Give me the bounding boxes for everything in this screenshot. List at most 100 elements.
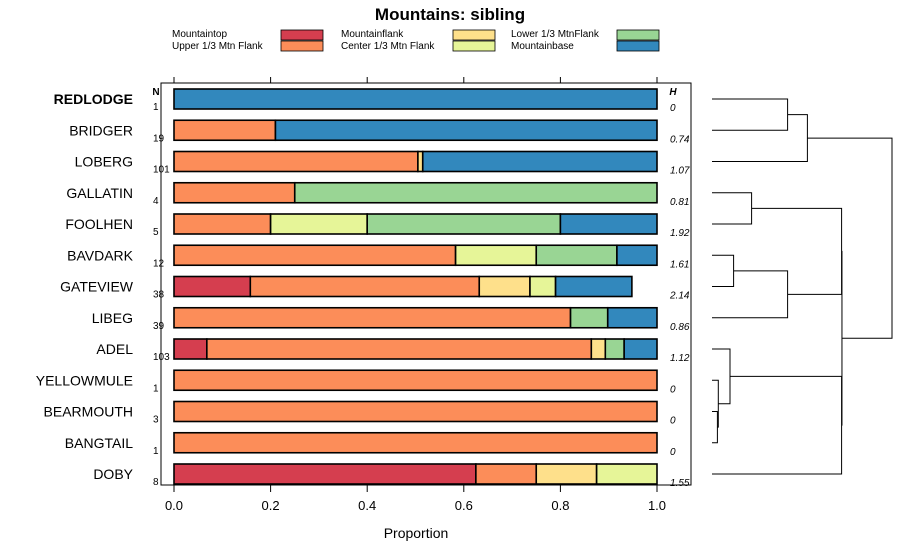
row-label: ADEL xyxy=(96,341,133,357)
bar-segment xyxy=(529,275,557,298)
bar-segment xyxy=(173,306,572,329)
x-tick-label: 0.2 xyxy=(262,498,280,513)
bar-segment xyxy=(569,306,609,329)
legend-swatch xyxy=(452,40,496,52)
bar-segment xyxy=(559,213,658,235)
bar-segment xyxy=(478,275,531,298)
legend-label: Center 1/3 Mtn Flank xyxy=(341,41,435,52)
bar-row: GALLATIN 4 0.81 xyxy=(66,181,689,208)
n-value: 1 xyxy=(153,383,159,394)
row-label: GATEVIEW xyxy=(60,279,134,295)
bar-segment xyxy=(293,181,658,204)
bar-segment xyxy=(535,244,618,267)
row-label: LIBEG xyxy=(92,310,133,326)
bar-segment xyxy=(173,369,658,392)
n-column-header: N xyxy=(152,87,159,98)
n-value: 8 xyxy=(153,477,159,488)
n-value: 19 xyxy=(153,133,165,144)
legend-swatch xyxy=(616,40,660,52)
bar-row: REDLODGE 1 0 xyxy=(54,88,676,114)
bar-segment xyxy=(366,213,562,235)
dendrogram-branch xyxy=(712,114,808,162)
bar-segment xyxy=(249,275,481,298)
legend-label: Lower 1/3 MtnFlank xyxy=(511,29,600,40)
bar-segment xyxy=(554,275,633,298)
dendrogram-branch xyxy=(712,98,789,131)
h-column-header: H xyxy=(669,87,677,98)
bar-row: FOOLHEN 5 1.92 xyxy=(65,213,690,239)
dendrogram-branch xyxy=(712,411,718,444)
bar-row: GATEVIEW 38 2.14 xyxy=(60,275,690,302)
h-value: 0 xyxy=(670,384,676,395)
dendrogram-branch xyxy=(807,137,893,339)
bar-row: LOBERG 101 1.07 xyxy=(75,150,690,177)
legend-swatch xyxy=(452,29,496,41)
bar-segment xyxy=(173,244,457,267)
bar-segment xyxy=(173,400,658,423)
bar-segment xyxy=(274,119,658,142)
bar-segment xyxy=(173,338,208,360)
legend-swatch xyxy=(280,40,324,52)
h-value: 0.81 xyxy=(670,197,689,208)
h-value: 0.74 xyxy=(670,134,690,145)
row-label: DOBY xyxy=(93,466,133,482)
chart-title: Mountains: sibling xyxy=(375,5,525,24)
row-label: FOOLHEN xyxy=(65,216,133,232)
x-axis-label: Proportion xyxy=(384,525,449,541)
bar-segment xyxy=(616,244,658,267)
bar-row: BRIDGER 19 0.74 xyxy=(69,119,690,145)
bar-segment xyxy=(604,338,625,360)
n-value: 12 xyxy=(153,258,165,269)
bar-segment xyxy=(475,463,538,485)
bar-segment xyxy=(454,244,538,267)
h-value: 1.07 xyxy=(670,166,690,177)
legend-swatch xyxy=(616,29,660,41)
bar-segment xyxy=(173,431,658,454)
bar-row: BEARMOUTH 3 0 xyxy=(44,400,676,427)
x-tick-label: 0.8 xyxy=(551,498,569,513)
bar-segment xyxy=(173,213,272,235)
plot-frame xyxy=(160,82,692,486)
n-value: 1 xyxy=(153,102,159,113)
bar-segment xyxy=(421,150,658,173)
bar-row: ADEL 103 1.12 xyxy=(96,338,690,364)
x-axis-bottom: 0.0 0.2 0.4 0.6 0.8 1.0 xyxy=(165,485,666,513)
dendrogram-branch xyxy=(712,192,753,225)
h-value: 2.14 xyxy=(669,291,690,302)
h-value: 1.12 xyxy=(670,353,690,364)
row-label: BAVDARK xyxy=(67,247,134,263)
x-tick-label: 0.6 xyxy=(455,498,473,513)
n-value: 5 xyxy=(153,227,159,238)
h-value: 0 xyxy=(670,447,676,458)
row-label: REDLODGE xyxy=(54,91,133,107)
x-tick-label: 0.4 xyxy=(358,498,376,513)
dendrogram-branch xyxy=(712,375,843,475)
dendrogram-branch xyxy=(712,270,789,319)
bar-segment xyxy=(269,213,369,235)
bar-segment xyxy=(535,463,598,485)
bar-segment xyxy=(173,150,419,173)
h-value: 1.61 xyxy=(670,259,689,270)
dendrogram-branch xyxy=(712,348,731,405)
h-value: 1.92 xyxy=(670,228,690,239)
bar-segment xyxy=(595,463,658,485)
bar-segment xyxy=(623,338,658,360)
row-label: LOBERG xyxy=(75,154,133,170)
n-value: 103 xyxy=(153,352,170,363)
bar-row: BANGTAIL 1 0 xyxy=(65,431,676,458)
h-value: 0.86 xyxy=(670,322,690,333)
bar-segment xyxy=(173,463,477,485)
h-value: 0 xyxy=(670,416,676,427)
n-value: 3 xyxy=(153,415,159,426)
bar-segment xyxy=(606,306,658,329)
row-label: BANGTAIL xyxy=(65,435,133,451)
legend-label: Mountaintop xyxy=(172,29,227,40)
bar-row: DOBY 8 1.55 xyxy=(93,463,690,489)
row-label: GALLATIN xyxy=(66,185,133,201)
bar-segment xyxy=(173,88,658,110)
legend-label: Upper 1/3 Mtn Flank xyxy=(172,41,264,52)
x-tick-label: 0.0 xyxy=(165,498,183,513)
bar-segment xyxy=(173,181,296,204)
